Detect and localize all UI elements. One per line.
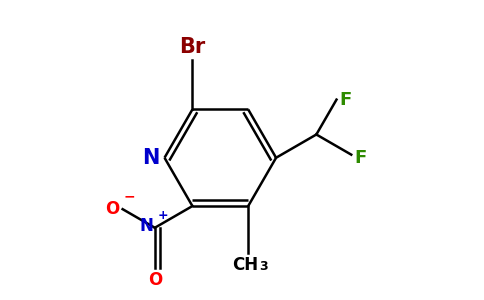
Text: N: N (142, 148, 160, 168)
Text: CH: CH (232, 256, 258, 274)
Text: −: − (124, 189, 136, 203)
Text: 3: 3 (259, 260, 268, 273)
Text: F: F (354, 149, 366, 167)
Text: F: F (340, 91, 352, 109)
Text: O: O (148, 271, 162, 289)
Text: Br: Br (179, 37, 206, 57)
Text: +: + (157, 209, 168, 222)
Text: O: O (106, 200, 120, 218)
Text: N: N (139, 217, 153, 235)
